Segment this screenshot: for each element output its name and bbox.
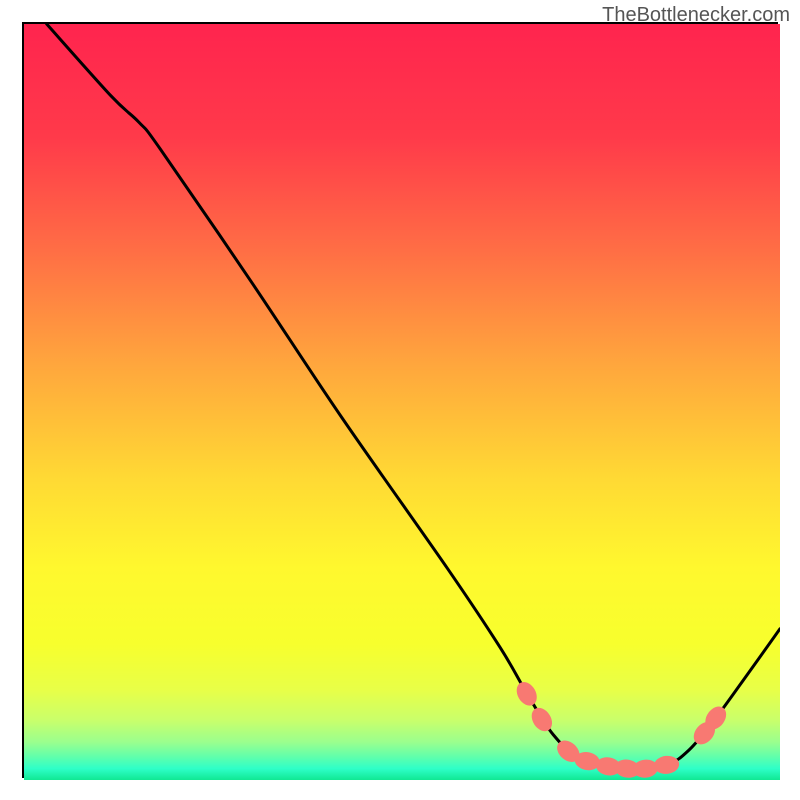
- chart-container: TheBottlenecker.com: [0, 0, 800, 800]
- gradient-background: [24, 24, 780, 780]
- chart-svg: [24, 24, 780, 780]
- watermark-label: TheBottlenecker.com: [602, 4, 790, 27]
- plot-area: [22, 22, 778, 778]
